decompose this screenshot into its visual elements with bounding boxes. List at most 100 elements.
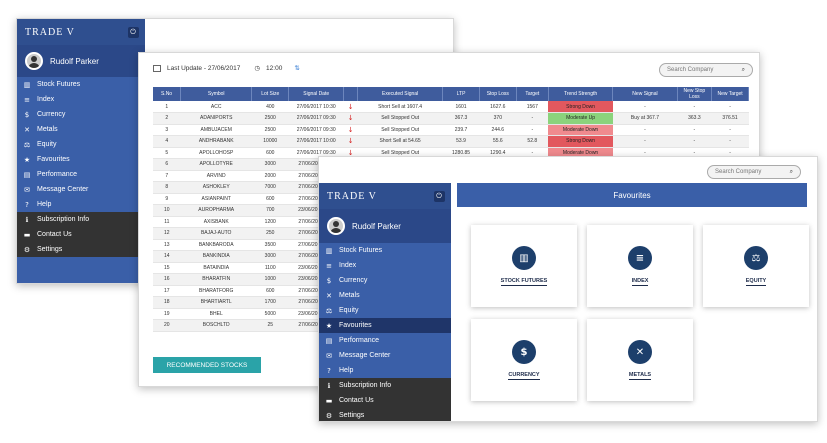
table-cell: 27/06/2017 11:0 (288, 227, 344, 240)
sidebar-item-help[interactable]: ? Help (17, 197, 145, 212)
column-header[interactable]: New Stop Loss (677, 87, 713, 101)
column-header[interactable]: Executed Signal (357, 87, 444, 101)
table-cell: BHARTIARTL (180, 296, 252, 309)
table-row[interactable]: 3 AMBUJACEM 2500 27/06/2017 09:30 ↓ Sell Stop… (153, 124, 749, 136)
search-box[interactable]: Search Company ⌕ (659, 63, 753, 77)
star-icon: ★ (23, 155, 31, 164)
sidebar-item-settings[interactable]: ⚙ Settings (17, 242, 145, 257)
column-header[interactable]: LTP (442, 87, 480, 101)
table-row[interactable]: 4 ANDHRABANK 10000 27/06/2017 10:00 ↓ Short S… (153, 135, 749, 148)
sidebar-item-settings[interactable]: ⚙ Settings (319, 408, 451, 421)
sidebar-item-metals[interactable]: ✕ Metals (17, 122, 145, 137)
sidebar-item-contact-us[interactable]: ▬ Contact Us (319, 393, 451, 408)
sidebar-item-contact-us[interactable]: ▬ Contact Us (17, 227, 145, 242)
table-cell: 23/06/2017 15:0 (288, 308, 344, 320)
table-cell: 1100 (251, 262, 289, 274)
last-update: Last Update - 27/06/2017 (167, 64, 241, 72)
sidebar-item-favourites[interactable]: ★ Favourites (319, 318, 451, 333)
table-cell: 27/06/2017 11:0 (288, 181, 344, 194)
table-cell: 25 (251, 319, 289, 332)
table-cell: 27/06/2017 09:30 (288, 147, 344, 159)
sidebar-item-message-center[interactable]: ✉ Message Center (319, 348, 451, 363)
sidebar-item-message-center[interactable]: ✉ Message Center (17, 182, 145, 197)
table-cell: - (677, 101, 712, 113)
column-header[interactable]: Symbol (180, 87, 253, 101)
power-icon[interactable]: ⏻ (128, 26, 139, 38)
column-header[interactable]: Stop Loss (479, 87, 517, 101)
sidebar-item-label: Metals (339, 292, 360, 299)
column-header[interactable]: New Target (711, 87, 749, 101)
table-cell: BANKINDIA (180, 250, 252, 263)
favourite-card-currency[interactable]: $ CURRENCY (471, 319, 577, 401)
table-cell: 2500 (251, 112, 289, 125)
search-icon[interactable]: ⌕ (741, 66, 745, 73)
list-icon: ≡ (24, 95, 30, 104)
sidebar-item-index[interactable]: ≡ Index (17, 92, 145, 107)
search-icon[interactable]: ⌕ (789, 168, 793, 175)
sidebar-item-metals[interactable]: ✕ Metals (319, 288, 451, 303)
info-icon: ℹ (327, 381, 331, 390)
search-input[interactable]: Search Company (667, 67, 714, 73)
refresh-icon[interactable]: ⇅ (294, 64, 300, 72)
sidebar-item-label: Help (339, 367, 354, 374)
sidebar-item-equity[interactable]: ⚖ Equity (319, 303, 451, 318)
column-header[interactable]: Trend Strength (548, 87, 614, 101)
table-cell: 27/06/2017 10:0 (288, 239, 344, 251)
user-profile[interactable]: Rudolf Parker (319, 209, 451, 243)
sidebar-item-currency[interactable]: $ Currency (319, 273, 451, 288)
search-box[interactable]: Search Company ⌕ (707, 165, 801, 179)
sidebar-item-subscription-info[interactable]: ℹ Subscription Info (17, 212, 145, 227)
table-cell: 55.6 (479, 135, 517, 148)
table-cell: 23/06/2017 13:3 (288, 273, 344, 286)
sidebar-item-stock-futures[interactable]: ▥ Stock Futures (319, 243, 451, 258)
table-cell: 19 (153, 308, 181, 320)
table-cell: - (677, 135, 712, 148)
column-header[interactable]: Signal Date (288, 87, 345, 101)
recommended-stocks-button[interactable]: RECOMMENDED STOCKS (153, 357, 261, 373)
sidebar-item-stock-futures[interactable]: ▥ Stock Futures (17, 77, 145, 92)
sidebar-item-performance[interactable]: ▤ Performance (17, 167, 145, 182)
contact-icon: ▬ (325, 396, 333, 405)
sidebar-item-label: Stock Futures (37, 81, 81, 88)
table-row[interactable]: 1 ACC 400 27/06/2017 10:30 ↓ Short Sell at 16… (153, 101, 749, 113)
column-header[interactable]: Lot Size (251, 87, 290, 101)
favourite-card-label: CURRENCY (508, 372, 540, 380)
table-cell: AXISBANK (180, 216, 252, 228)
table-cell: 400 (251, 101, 289, 113)
table-cell: ASIANPAINT (180, 193, 252, 205)
sidebar-item-favourites[interactable]: ★ Favourites (17, 152, 145, 167)
sidebar-item-help[interactable]: ? Help (319, 363, 451, 378)
bar-chart-icon: ▥ (23, 80, 31, 89)
favourite-card-metals[interactable]: ✕ METALS (587, 319, 693, 401)
table-cell: Strong Down (548, 135, 613, 148)
column-header[interactable]: Target (516, 87, 549, 101)
table-cell: 27/06/2017 11:0 (288, 158, 344, 171)
column-header[interactable] (343, 87, 359, 101)
column-header[interactable]: New Signal (612, 87, 678, 101)
column-header[interactable]: S.No (153, 87, 182, 101)
favourite-card-equity[interactable]: ⚖ EQUITY (703, 225, 809, 307)
favourite-card-stock-futures[interactable]: ▥ STOCK FUTURES (471, 225, 577, 307)
power-icon[interactable]: ⏻ (434, 190, 445, 202)
sidebar-item-label: Index (37, 96, 55, 103)
table-cell: - (711, 101, 749, 113)
sidebar-item-currency[interactable]: $ Currency (17, 107, 145, 122)
sidebar: TRADE V ⏻ Rudolf Parker ▥ Stock Futures ≡ I… (17, 19, 145, 283)
table-row[interactable]: 2 ADANIPORTS 2500 27/06/2017 09:30 ↓ Sell Sto… (153, 112, 749, 125)
sidebar-item-performance[interactable]: ▤ Performance (319, 333, 451, 348)
table-cell: 27/06/2017 11:0 (288, 216, 344, 228)
table-cell: - (677, 124, 712, 136)
favourite-card-index[interactable]: ≡ INDEX (587, 225, 693, 307)
avatar (25, 52, 43, 70)
search-input[interactable]: Search Company (715, 169, 762, 175)
user-profile[interactable]: Rudolf Parker (17, 45, 145, 77)
sidebar-item-index[interactable]: ≡ Index (319, 258, 451, 273)
table-cell: ADANIPORTS (180, 112, 252, 125)
table-cell: BAJAJ-AUTO (180, 227, 252, 240)
sidebar-item-subscription-info[interactable]: ℹ Subscription Info (319, 378, 451, 393)
sidebar-item-label: Favourites (339, 322, 372, 329)
list-icon: ≡ (326, 261, 332, 270)
sidebar-item-label: Contact Us (339, 397, 374, 404)
sidebar-item-equity[interactable]: ⚖ Equity (17, 137, 145, 152)
table-cell: BHARATFIN (180, 273, 252, 286)
